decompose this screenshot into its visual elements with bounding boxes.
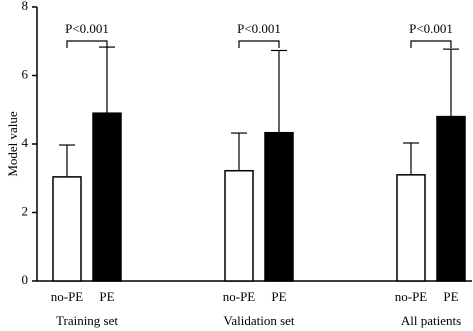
annotation: P<0.001 (409, 21, 453, 36)
bar (396, 174, 426, 282)
bar (92, 112, 122, 282)
y-tick-label: 6 (22, 66, 29, 81)
bar-label: no-PE (223, 289, 256, 304)
bar (436, 115, 466, 282)
y-tick-label: 8 (22, 0, 29, 13)
bar-label: PE (443, 289, 458, 304)
annotation: P<0.001 (237, 21, 281, 36)
significance-bracket (66, 40, 108, 48)
bar (264, 131, 294, 282)
bar-label: no-PE (395, 289, 428, 304)
bar (224, 169, 254, 282)
bar (52, 176, 82, 282)
significance-bracket (238, 40, 280, 48)
significance-bracket (410, 40, 452, 48)
x-tick-label: Validation set (223, 313, 295, 328)
y-tick-label: 4 (22, 135, 29, 150)
y-axis-label: Model value (5, 111, 20, 177)
annotation: P<0.001 (65, 21, 109, 36)
x-tick-label: All patients (401, 313, 461, 328)
bar-label: no-PE (51, 289, 84, 304)
y-tick-label: 0 (22, 272, 29, 287)
bar-label: PE (99, 289, 114, 304)
bar-label: PE (271, 289, 286, 304)
y-tick-label: 2 (22, 203, 29, 218)
x-tick-label: Training set (56, 313, 118, 328)
